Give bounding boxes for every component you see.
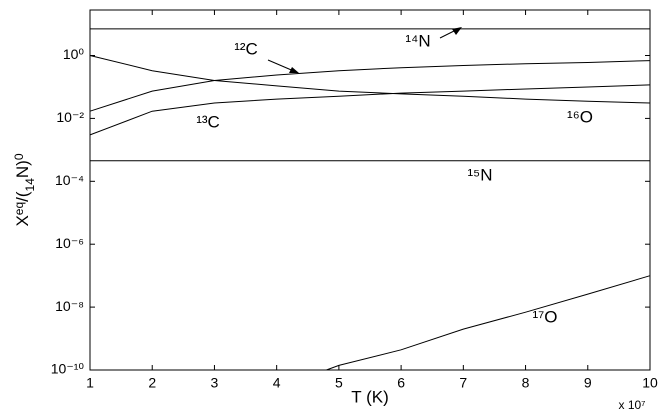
line xyxy=(326,275,651,371)
y-tick-label: 10⁰ xyxy=(63,46,85,62)
line xyxy=(89,60,651,112)
y-axis-label-part: /( xyxy=(13,191,32,202)
x-tick-label: 10 xyxy=(642,375,658,391)
x-tick-label: 2 xyxy=(148,375,156,391)
y-axis-label: Xeq/(14N)0 xyxy=(12,153,37,226)
line xyxy=(89,84,651,136)
y-axis-label-part: 0 xyxy=(12,153,26,160)
x-multiplier: x 10⁷ xyxy=(618,398,645,412)
y-tick-label: 10⁻⁶ xyxy=(55,235,84,251)
y-tick-label: 10⁻⁴ xyxy=(55,172,84,188)
series-label: ¹⁴N xyxy=(405,31,430,50)
y-axis-label-part: N) xyxy=(13,160,32,178)
x-tick-label: 8 xyxy=(522,375,530,391)
series-label: ¹⁷O xyxy=(532,307,557,326)
plot-frame xyxy=(89,9,651,371)
series-label: ¹³C xyxy=(196,112,220,131)
y-tick-label: 10⁻² xyxy=(56,109,84,125)
x-tick-label: 4 xyxy=(273,375,281,391)
y-axis-label-part: X xyxy=(13,215,32,226)
y-axis-label-part: eq xyxy=(12,202,26,215)
arrow-head xyxy=(289,67,299,73)
x-tick-label: 9 xyxy=(584,375,592,391)
arrow-head xyxy=(452,27,462,35)
x-tick-label: 7 xyxy=(459,375,467,391)
series-label: ¹²C xyxy=(234,39,258,58)
series-label: ¹⁶O xyxy=(567,107,593,126)
x-tick-label: 3 xyxy=(211,375,219,391)
x-tick-label: 1 xyxy=(86,375,94,391)
x-tick-label: 5 xyxy=(335,375,343,391)
series-label: ¹⁵N xyxy=(468,165,493,184)
x-axis-label: T (K) xyxy=(351,387,388,406)
y-tick-label: 10⁻¹⁰ xyxy=(51,361,85,377)
y-tick-label: 10⁻⁸ xyxy=(55,298,84,314)
y-axis-label-part: 14 xyxy=(23,178,37,192)
x-tick-label: 6 xyxy=(397,375,405,391)
line xyxy=(89,55,651,104)
